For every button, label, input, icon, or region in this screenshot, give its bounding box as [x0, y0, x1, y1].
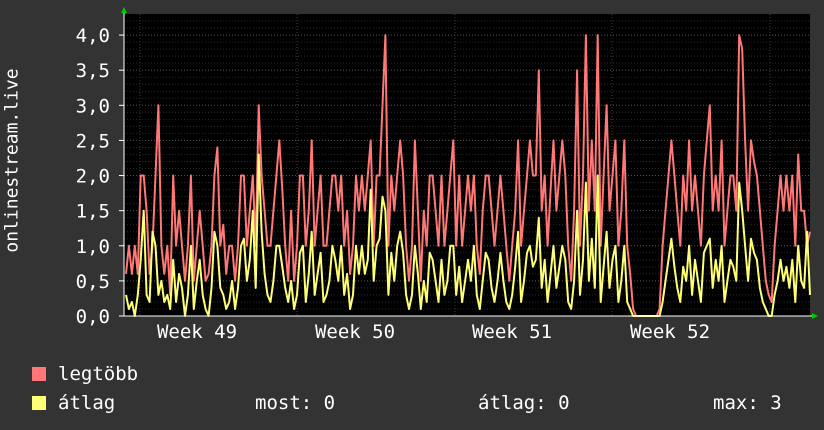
x-tick-label: Week 52: [630, 321, 710, 343]
legend-swatch-avg: [32, 396, 46, 410]
x-tick-label: Week 49: [157, 321, 237, 343]
y-tick-label: 3,5: [76, 60, 110, 82]
x-ticks: Week 49 Week 50 Week 51 Week 52: [157, 321, 710, 343]
legend-label-max: legtöbb: [58, 363, 139, 385]
y-tick-label: 2,0: [76, 166, 110, 188]
y-tick-label: 0,5: [76, 271, 110, 293]
y-tick-label: 2,5: [76, 130, 110, 152]
stat-atlag: átlag: 0: [478, 392, 570, 414]
y-axis-label-wrap: onlinestream.live: [1, 40, 23, 280]
stat-max: max: 3: [713, 392, 782, 414]
x-tick-label: Week 50: [315, 321, 395, 343]
y-tick-label: 4,0: [76, 25, 110, 47]
legend-item-max: legtöbb: [32, 362, 138, 386]
y-ticks: 0,0 0,5 1,0 1,5 2,0 2,5 3,0 3,5 4,0: [76, 25, 124, 328]
x-axis-arrow-icon: [812, 313, 818, 319]
y-axis-arrow-icon: [121, 7, 127, 13]
y-tick-label: 1,5: [76, 201, 110, 223]
series-line-max: [125, 34, 811, 317]
x-tick-label: Week 51: [472, 321, 552, 343]
y-tick-label: 0,0: [76, 306, 110, 328]
y-axis-label: onlinestream.live: [1, 67, 23, 253]
series-lines: [125, 34, 811, 317]
legend-swatch-max: [32, 367, 46, 381]
y-tick-label: 3,0: [76, 95, 110, 117]
y-tick-label: 1,0: [76, 236, 110, 258]
legend-item-avg: átlag: [32, 391, 115, 415]
series-line-avg: [125, 153, 811, 317]
legend-label-avg: átlag: [58, 392, 116, 414]
stat-most: most: 0: [255, 392, 336, 414]
